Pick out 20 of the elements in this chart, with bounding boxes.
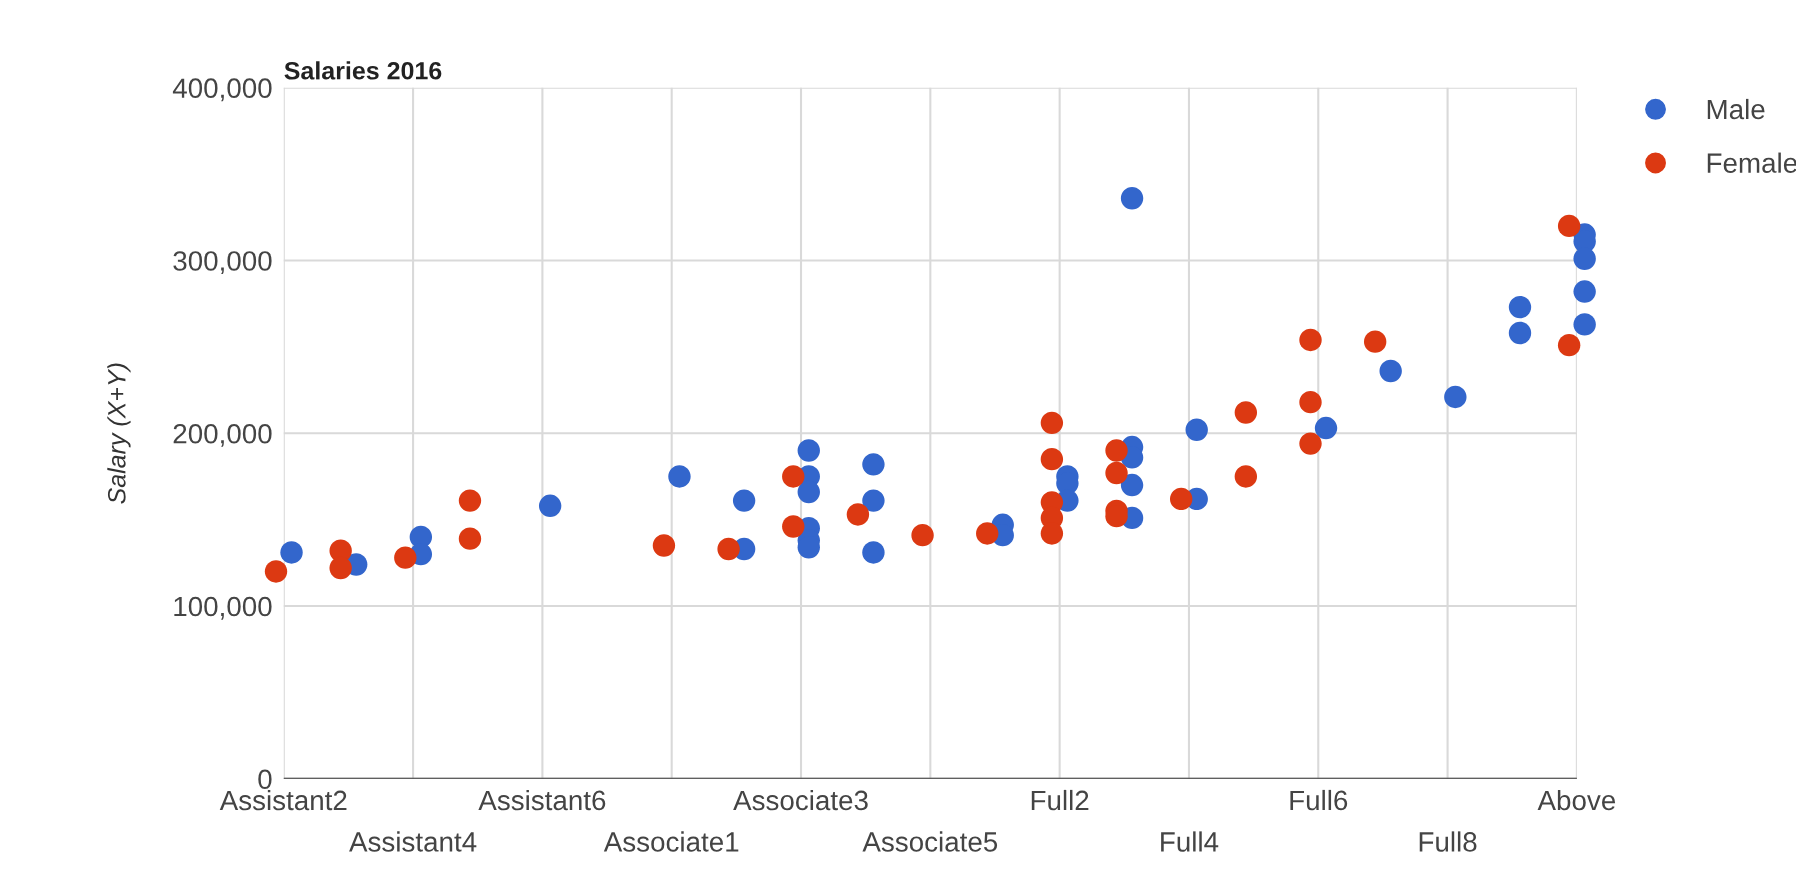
- y-tick-label: 300,000: [173, 251, 272, 275]
- chart-title: Salaries 2016: [284, 61, 442, 80]
- x-tick-label: Full6: [1290, 789, 1348, 811]
- x-tick-label: Associate3: [733, 789, 868, 811]
- x-tick-label: Full2: [1031, 789, 1089, 811]
- x-tick-label: Assistant4: [349, 831, 477, 852]
- y-tick-label: 200,000: [173, 423, 272, 447]
- y-axis-title: Salary (X+Y): [107, 363, 131, 504]
- x-tick-label: Assistant6: [478, 789, 606, 811]
- x-tick-label: Assistant2: [219, 789, 347, 811]
- y-tick-label: 100,000: [174, 596, 272, 620]
- x-tick-label: Full8: [1419, 831, 1477, 852]
- legend-label: Male: [1707, 98, 1765, 120]
- x-tick-label: Above: [1537, 789, 1616, 811]
- x-tick-label: Associate5: [862, 831, 998, 852]
- y-tick-label: 400,000: [172, 78, 272, 102]
- legend-label: Female: [1707, 152, 1796, 173]
- x-tick-label: Associate1: [603, 831, 739, 852]
- x-tick-label: Full4: [1161, 831, 1219, 852]
- y-tick-label: 0: [258, 769, 272, 790]
